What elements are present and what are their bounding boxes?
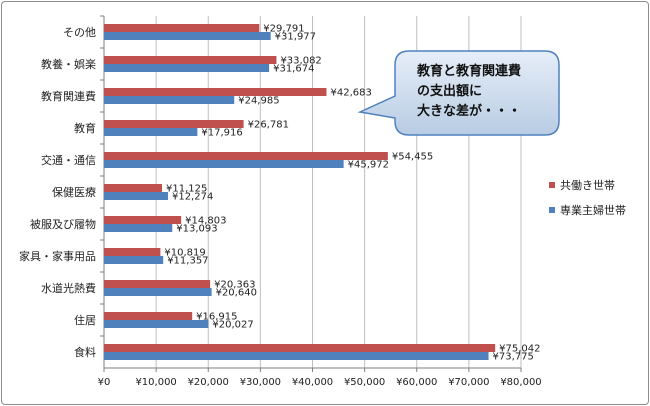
- data-label: ¥31,674: [273, 64, 314, 75]
- data-label: ¥12,274: [172, 192, 213, 203]
- data-label: ¥73,775: [493, 352, 534, 363]
- category-label: 教養・娯楽: [41, 57, 96, 71]
- category-label: 水道光熱費: [41, 281, 96, 295]
- data-labels: ¥29,791¥31,977 ¥33,082¥31,674 ¥42,683 ¥24,9…: [164, 24, 540, 363]
- callout-text: 大きな差が・・・: [417, 103, 521, 119]
- legend-label: 共働き世帯: [560, 179, 615, 192]
- bar-single-income: [104, 160, 344, 168]
- bar-dual-income: [104, 216, 182, 224]
- bar-dual-income: [104, 312, 193, 320]
- callout-text: の支出額に: [417, 83, 482, 99]
- bar-dual-income: [104, 280, 211, 288]
- bar-single-income: [104, 288, 212, 296]
- x-tick-label: ¥20,000: [188, 377, 229, 388]
- data-label: ¥20,027: [212, 320, 253, 331]
- x-tick-label: ¥50,000: [344, 377, 385, 388]
- data-label: ¥29,791: [263, 24, 304, 35]
- bar-dual-income: [104, 56, 277, 64]
- data-label: ¥26,781: [248, 120, 289, 131]
- data-label: ¥11,357: [167, 256, 208, 267]
- category-label: 住居: [74, 313, 96, 327]
- category-label: 交通・通信: [41, 153, 96, 167]
- data-label: ¥16,915: [196, 312, 237, 323]
- data-label: ¥33,082: [280, 56, 321, 67]
- data-label: ¥75,042: [499, 344, 540, 355]
- data-label: ¥14,803: [185, 216, 226, 227]
- data-label: ¥54,455: [392, 152, 433, 163]
- bar-dual-income: [104, 88, 327, 96]
- category-label: 家具・家事用品: [19, 249, 96, 263]
- category-label: 教育: [74, 121, 96, 135]
- x-tick-label: ¥40,000: [292, 377, 333, 388]
- bar-dual-income: [104, 248, 161, 256]
- x-tick-label: ¥10,000: [135, 377, 176, 388]
- y-axis-categories: その他教養・娯楽教育関連費教育交通・通信保健医療被服及び履物家具・家事用品水道光…: [19, 26, 96, 359]
- data-label: ¥10,819: [164, 248, 205, 259]
- x-tick-label: ¥70,000: [448, 377, 489, 388]
- data-label: ¥24,985: [238, 96, 279, 107]
- x-axis-ticks: ¥0 ¥10,000 ¥20,000 ¥30,000 ¥40,000 ¥50,000 ¥60…: [98, 15, 542, 388]
- x-tick-label: ¥0: [98, 377, 111, 388]
- bar-single-income: [104, 352, 489, 360]
- bar-dual-income: [104, 344, 496, 352]
- bar-single-income: [104, 32, 271, 40]
- x-tick-label: ¥80,000: [500, 377, 541, 388]
- data-label: ¥20,363: [214, 280, 255, 291]
- data-label: ¥11,125: [166, 184, 207, 195]
- category-label: 教育関連費: [41, 89, 96, 103]
- x-tick-label: ¥60,000: [396, 377, 437, 388]
- bar-dual-income: [104, 24, 260, 32]
- bar-series: [104, 24, 496, 360]
- bar-single-income: [104, 192, 168, 200]
- category-label: 被服及び履物: [30, 217, 96, 231]
- category-label: 保健医療: [52, 185, 96, 199]
- x-tick-label: ¥30,000: [240, 377, 281, 388]
- data-label: ¥31,977: [275, 32, 316, 43]
- callout-text: 教育と教育関連費: [416, 63, 521, 79]
- bar-dual-income: [104, 120, 244, 128]
- bar-single-income: [104, 64, 270, 72]
- data-label: ¥42,683: [330, 88, 371, 99]
- data-label: ¥13,093: [176, 224, 217, 235]
- data-label: ¥45,972: [348, 160, 389, 171]
- bar-dual-income: [104, 152, 388, 160]
- legend-swatch: [549, 182, 555, 188]
- legend-swatch: [549, 207, 555, 213]
- data-label: ¥20,640: [216, 288, 257, 299]
- bar-single-income: [104, 128, 198, 136]
- callout-bubble: [357, 50, 560, 136]
- bar-single-income: [104, 224, 173, 232]
- bar-single-income: [104, 256, 164, 264]
- bar-single-income: [104, 320, 209, 328]
- category-label: 食料: [74, 345, 96, 359]
- legend-label: 専業主婦世帯: [560, 203, 626, 217]
- bar-dual-income: [104, 184, 162, 192]
- bar-single-income: [104, 96, 235, 104]
- category-label: その他: [63, 26, 96, 39]
- data-label: ¥17,916: [201, 128, 242, 139]
